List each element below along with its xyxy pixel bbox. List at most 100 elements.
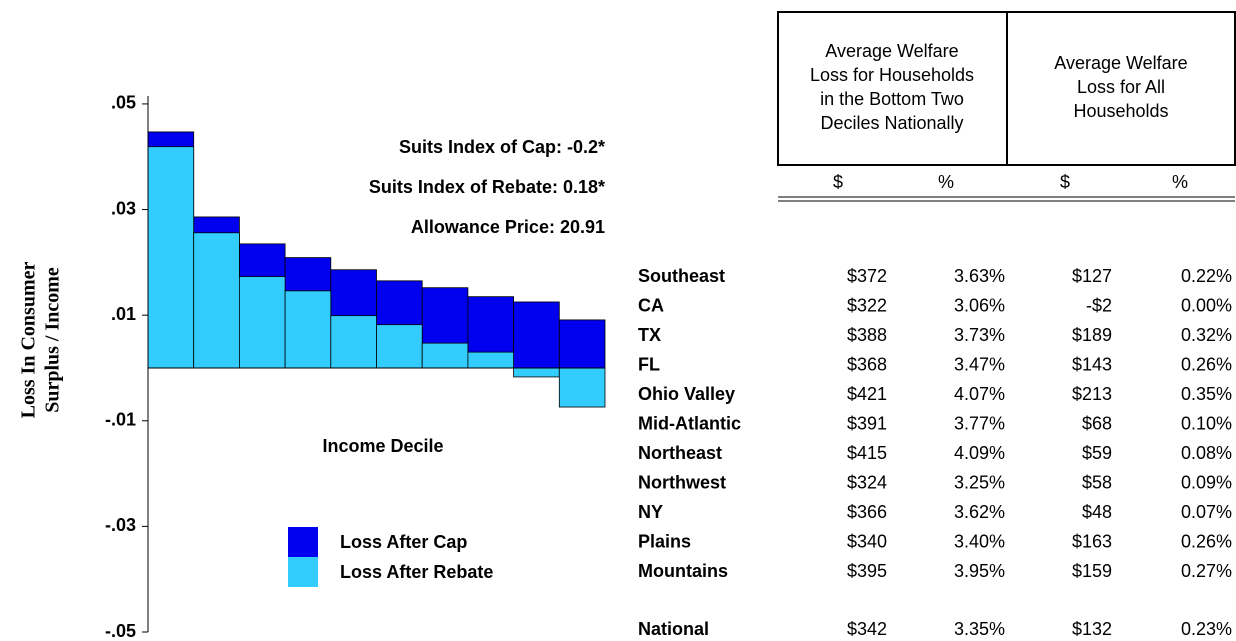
table-cell: $368 [847, 354, 887, 374]
table-cell: 0.07% [1181, 502, 1232, 522]
table-cell: $213 [1072, 384, 1112, 404]
table-cell: 0.22% [1181, 266, 1232, 286]
y-tick-label: .03 [111, 198, 136, 218]
table-cell: 0.26% [1181, 531, 1232, 551]
table-cell: 3.35% [954, 619, 1005, 639]
row-label: Northwest [638, 472, 726, 492]
bar [558, 319, 606, 369]
table-cell: $372 [847, 266, 887, 286]
table-cell: -$2 [1086, 295, 1112, 315]
table-subheader: $ [833, 172, 843, 192]
row-label: TX [638, 325, 661, 345]
legend-swatch [288, 527, 318, 557]
bar [376, 324, 423, 369]
table-cell: 3.73% [954, 325, 1005, 345]
row-label: Plains [638, 531, 691, 551]
table-header: in the Bottom Two [820, 89, 964, 109]
table-cell: 3.95% [954, 561, 1005, 581]
table-cell: $324 [847, 472, 887, 492]
table-cell: $388 [847, 325, 887, 345]
table-cell: $48 [1082, 502, 1112, 522]
row-label: FL [638, 354, 660, 374]
table-cell: 4.09% [954, 443, 1005, 463]
table-cell: 0.23% [1181, 619, 1232, 639]
table-cell: 3.25% [954, 472, 1005, 492]
bar [330, 315, 377, 369]
table-cell: 3.06% [954, 295, 1005, 315]
table-cell: 0.27% [1181, 561, 1232, 581]
table-cell: 3.40% [954, 531, 1005, 551]
row-label: Mountains [638, 561, 728, 581]
annotation: Suits Index of Cap: -0.2* [399, 137, 605, 157]
table-cell: 0.35% [1181, 384, 1232, 404]
legend-label: Loss After Cap [340, 532, 467, 552]
annotation: Suits Index of Rebate: 0.18* [369, 177, 605, 197]
table-cell: $366 [847, 502, 887, 522]
table-cell: 0.00% [1181, 295, 1232, 315]
table-header: Loss for All [1077, 77, 1165, 97]
table-cell: 0.10% [1181, 413, 1232, 433]
bar [513, 367, 560, 378]
legend-label: Loss After Rebate [340, 562, 493, 582]
table-cell: $322 [847, 295, 887, 315]
table-cell: $342 [847, 619, 887, 639]
table-cell: $68 [1082, 413, 1112, 433]
table-cell: $421 [847, 384, 887, 404]
table-header: Households [1073, 101, 1168, 121]
x-axis-label: Income Decile [322, 436, 443, 456]
table-subheader: % [938, 172, 954, 192]
table-header: Loss for Households [810, 65, 974, 85]
table-cell: $159 [1072, 561, 1112, 581]
y-tick-label: -.01 [105, 410, 136, 430]
bar [513, 301, 560, 369]
bar [193, 232, 240, 369]
table-cell: 0.08% [1181, 443, 1232, 463]
table-cell: $143 [1072, 354, 1112, 374]
table-header: Average Welfare [1054, 53, 1187, 73]
row-label: Ohio Valley [638, 384, 735, 404]
table-cell: 0.26% [1181, 354, 1232, 374]
table-cell: $395 [847, 561, 887, 581]
table-cell: $59 [1082, 443, 1112, 463]
table-cell: $415 [847, 443, 887, 463]
y-axis-label: Surplus / Income [42, 267, 64, 413]
table-header: Average Welfare [825, 41, 958, 61]
table-cell: $58 [1082, 472, 1112, 492]
table-cell: $391 [847, 413, 887, 433]
bar [238, 276, 286, 369]
table-header: Deciles Nationally [820, 113, 963, 133]
annotation: Allowance Price: 20.91 [411, 217, 605, 237]
table-cell: 0.09% [1181, 472, 1232, 492]
y-tick-label: .01 [111, 304, 136, 324]
row-label: CA [638, 295, 664, 315]
y-axis-label: Loss In Consumer [18, 262, 40, 419]
y-tick-label: -.05 [105, 621, 136, 641]
table-cell: $163 [1072, 531, 1112, 551]
bar [284, 290, 332, 369]
bar [467, 351, 514, 369]
table-cell: $189 [1072, 325, 1112, 345]
row-label: NY [638, 502, 663, 522]
table-cell: 4.07% [954, 384, 1005, 404]
bar [558, 367, 606, 408]
table-cell: $132 [1072, 619, 1112, 639]
table-cell: $127 [1072, 266, 1112, 286]
table-cell: 3.47% [954, 354, 1005, 374]
table-cell: 3.62% [954, 502, 1005, 522]
table-cell: 3.63% [954, 266, 1005, 286]
legend-swatch [288, 557, 318, 587]
bar [147, 146, 195, 369]
table-cell: $340 [847, 531, 887, 551]
table-subheader: $ [1060, 172, 1070, 192]
bar [421, 342, 469, 369]
row-label: Northeast [638, 443, 722, 463]
table-cell: 3.77% [954, 413, 1005, 433]
row-label: National [638, 619, 709, 639]
table-cell: 0.32% [1181, 325, 1232, 345]
row-label: Mid-Atlantic [638, 413, 741, 433]
table-subheader: % [1172, 172, 1188, 192]
y-tick-label: -.03 [105, 515, 136, 535]
row-label: Southeast [638, 266, 725, 286]
y-tick-label: .05 [111, 93, 136, 113]
